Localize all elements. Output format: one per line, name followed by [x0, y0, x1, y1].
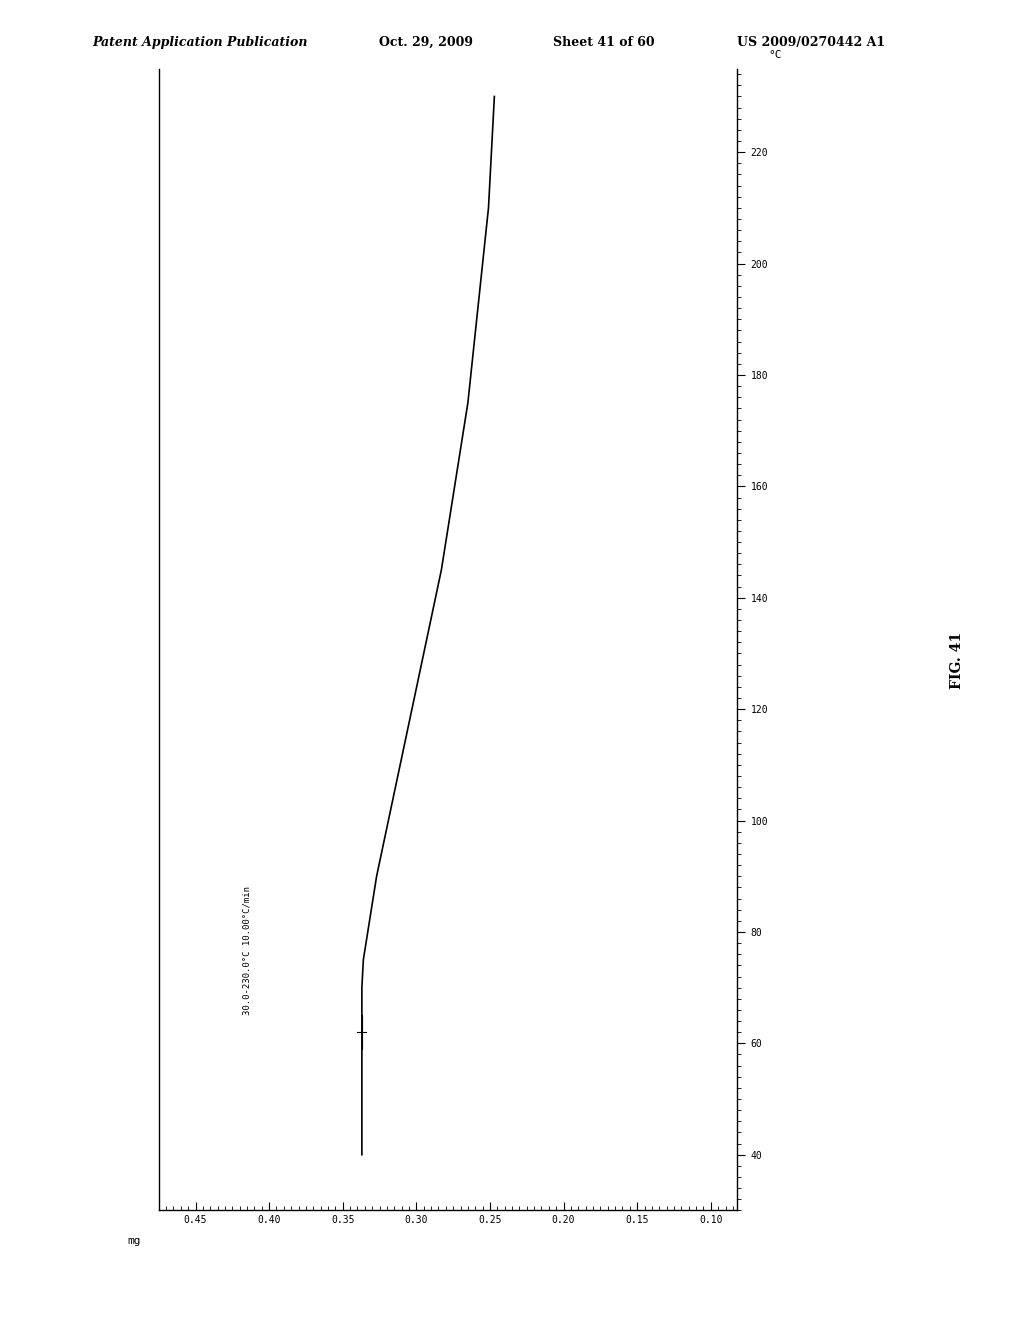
Text: US 2009/0270442 A1: US 2009/0270442 A1: [737, 36, 886, 49]
Text: Sheet 41 of 60: Sheet 41 of 60: [553, 36, 654, 49]
Text: Oct. 29, 2009: Oct. 29, 2009: [379, 36, 473, 49]
Text: Patent Application Publication: Patent Application Publication: [92, 36, 307, 49]
Text: FIG. 41: FIG. 41: [950, 631, 965, 689]
Text: °C: °C: [768, 50, 781, 59]
Text: 30.0-230.0°C 10.00°C/min: 30.0-230.0°C 10.00°C/min: [243, 887, 252, 1015]
Text: mg: mg: [127, 1236, 140, 1246]
